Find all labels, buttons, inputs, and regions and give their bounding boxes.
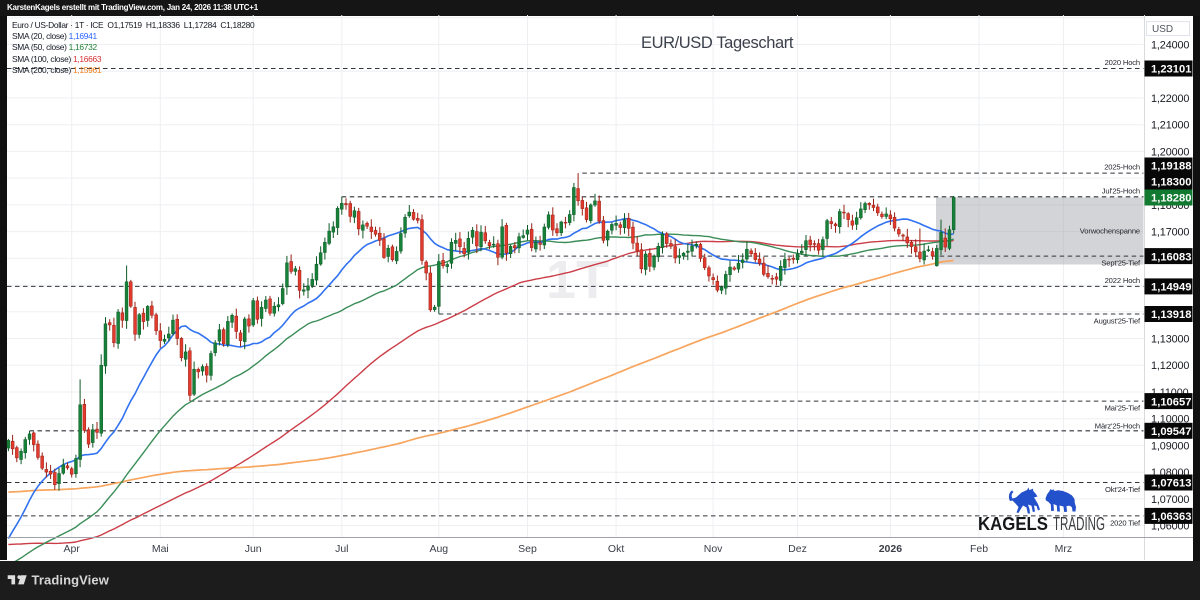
svg-text:Okt'24-Tief: Okt'24-Tief [1105, 485, 1141, 494]
svg-text:1,18280: 1,18280 [1151, 193, 1191, 205]
svg-text:Dez: Dez [788, 543, 807, 555]
svg-text:Sep: Sep [518, 543, 537, 555]
svg-text:Nov: Nov [704, 543, 723, 555]
svg-text:Aug: Aug [429, 543, 448, 555]
svg-text:1,23101: 1,23101 [1151, 64, 1191, 76]
svg-text:2020 Tief: 2020 Tief [1110, 518, 1141, 527]
svg-text:Mrz: Mrz [1055, 543, 1073, 555]
svg-text:Jul: Jul [335, 543, 348, 555]
svg-text:Apr: Apr [64, 543, 81, 555]
svg-text:KAGELS: KAGELS [978, 514, 1048, 534]
svg-text:1,10657: 1,10657 [1151, 396, 1191, 408]
svg-text:1,07000: 1,07000 [1151, 494, 1189, 506]
svg-text:TradingView: TradingView [32, 573, 110, 588]
svg-text:1,17000: 1,17000 [1151, 227, 1189, 239]
svg-text:1,16083: 1,16083 [1151, 251, 1191, 263]
svg-text:August'25-Tief: August'25-Tief [1094, 317, 1141, 326]
svg-text:1,13918: 1,13918 [1151, 309, 1191, 321]
svg-text:1,13000: 1,13000 [1151, 334, 1189, 346]
svg-text:1,19188: 1,19188 [1151, 161, 1191, 173]
svg-text:Mai'25-Tief: Mai'25-Tief [1105, 404, 1141, 413]
svg-text:1,06363: 1,06363 [1151, 511, 1191, 523]
svg-text:1,07613: 1,07613 [1151, 478, 1191, 490]
svg-text:2025-Hoch: 2025-Hoch [1104, 163, 1140, 172]
svg-text:1,21000: 1,21000 [1151, 120, 1189, 132]
svg-text:1,14949: 1,14949 [1151, 282, 1191, 294]
svg-text:1,10000: 1,10000 [1151, 414, 1189, 426]
svg-text:Jun: Jun [245, 543, 262, 555]
svg-text:Vorwochenspanne: Vorwochenspanne [1080, 227, 1140, 236]
svg-text:1,20000: 1,20000 [1151, 146, 1189, 158]
svg-text:Okt: Okt [608, 543, 624, 555]
svg-text:1,24000: 1,24000 [1151, 40, 1189, 52]
svg-text:1,12000: 1,12000 [1151, 360, 1189, 372]
svg-text:1,09000: 1,09000 [1151, 440, 1189, 452]
svg-text:TRADING: TRADING [1053, 514, 1105, 534]
svg-text:1,18300: 1,18300 [1151, 177, 1191, 189]
svg-text:2022 Hoch: 2022 Hoch [1105, 276, 1140, 285]
svg-text:Sept'25-Tief: Sept'25-Tief [1101, 259, 1141, 268]
svg-text:2020 Hoch: 2020 Hoch [1105, 58, 1140, 67]
svg-text:Mai: Mai [152, 543, 169, 555]
svg-text:Jul'25-Hoch: Jul'25-Hoch [1102, 186, 1140, 195]
svg-text:1,09547: 1,09547 [1151, 426, 1191, 438]
svg-text:Feb: Feb [970, 543, 988, 555]
svg-text:2026: 2026 [879, 543, 903, 555]
svg-text:1T: 1T [546, 250, 609, 310]
svg-text:1,22000: 1,22000 [1151, 93, 1189, 105]
svg-text:März'25-Hoch: März'25-Hoch [1095, 421, 1140, 430]
